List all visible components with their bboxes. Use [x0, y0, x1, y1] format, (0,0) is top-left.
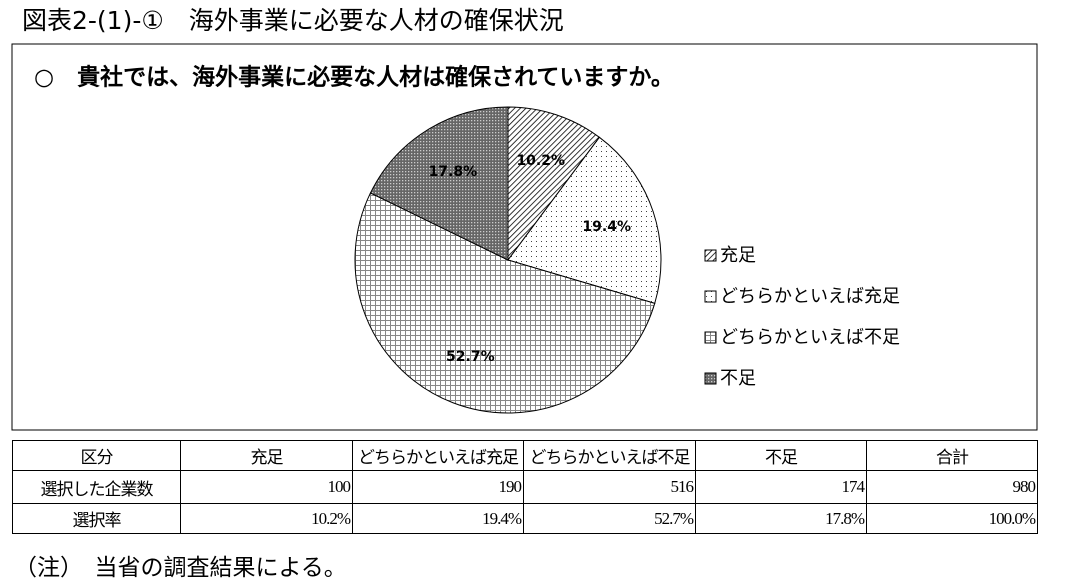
table-row: 選択率 10.2% 19.4% 52.7% 17.8% 100.0%: [12, 503, 1038, 534]
pie-slice: [507, 106, 601, 262]
table-cell: 174: [695, 470, 867, 504]
legend-label: 充足: [720, 245, 756, 266]
legend-label: 不足: [720, 368, 756, 389]
table-row: 区分 充足 どちらかといえば充足 どちらかといえば不足 不足 合計: [12, 440, 1038, 471]
table-row: 選択した企業数 100 190 516 174 980: [12, 470, 1038, 504]
note: （注） 当省の調査結果による。: [14, 555, 347, 580]
chart-frame: [11, 43, 1038, 431]
legend-swatch: [704, 331, 717, 344]
data-label: 52.7%: [446, 349, 495, 365]
table-cell: 充足: [180, 440, 353, 471]
table-cell: 190: [352, 470, 524, 504]
table-cell: どちらかといえば充足: [352, 440, 524, 471]
pie-slice: [354, 192, 656, 414]
chart-title: ○ 貴社では、海外事業に必要な人材は確保されていますか。: [34, 64, 674, 91]
pie-slice: [369, 106, 509, 261]
legend-swatch: [704, 372, 717, 385]
table-cell: 100: [180, 470, 353, 504]
legend-label: どちらかといえば不足: [720, 327, 900, 348]
table-cell: 10.2%: [180, 503, 353, 534]
table-cell: 516: [523, 470, 696, 504]
table-cell: 980: [866, 470, 1038, 504]
table-cell: どちらかといえば不足: [523, 440, 696, 471]
data-label: 19.4%: [582, 219, 631, 235]
legend-swatch: [704, 290, 717, 303]
data-label: 10.2%: [516, 153, 565, 169]
table-cell: 100.0%: [866, 503, 1038, 534]
table-cell: 合計: [866, 440, 1038, 471]
table-cell: 区分: [12, 440, 181, 471]
table-cell: 52.7%: [523, 503, 696, 534]
legend-swatch: [704, 249, 717, 262]
legend-label: どちらかといえば充足: [720, 286, 900, 307]
table-cell: 選択した企業数: [12, 470, 181, 504]
table-cell: 選択率: [12, 503, 181, 534]
table-cell: 19.4%: [352, 503, 524, 534]
data-label: 17.8%: [429, 164, 478, 180]
data-table: 区分 充足 どちらかといえば充足 どちらかといえば不足 不足 合計 選択した企業数 100 19…: [12, 440, 1038, 534]
figure-title: 図表2-(1)-① 海外事業に必要な人材の確保状況: [22, 6, 564, 35]
table-cell: 不足: [695, 440, 867, 471]
table-cell: 17.8%: [695, 503, 867, 534]
pie-slice: [507, 136, 662, 304]
